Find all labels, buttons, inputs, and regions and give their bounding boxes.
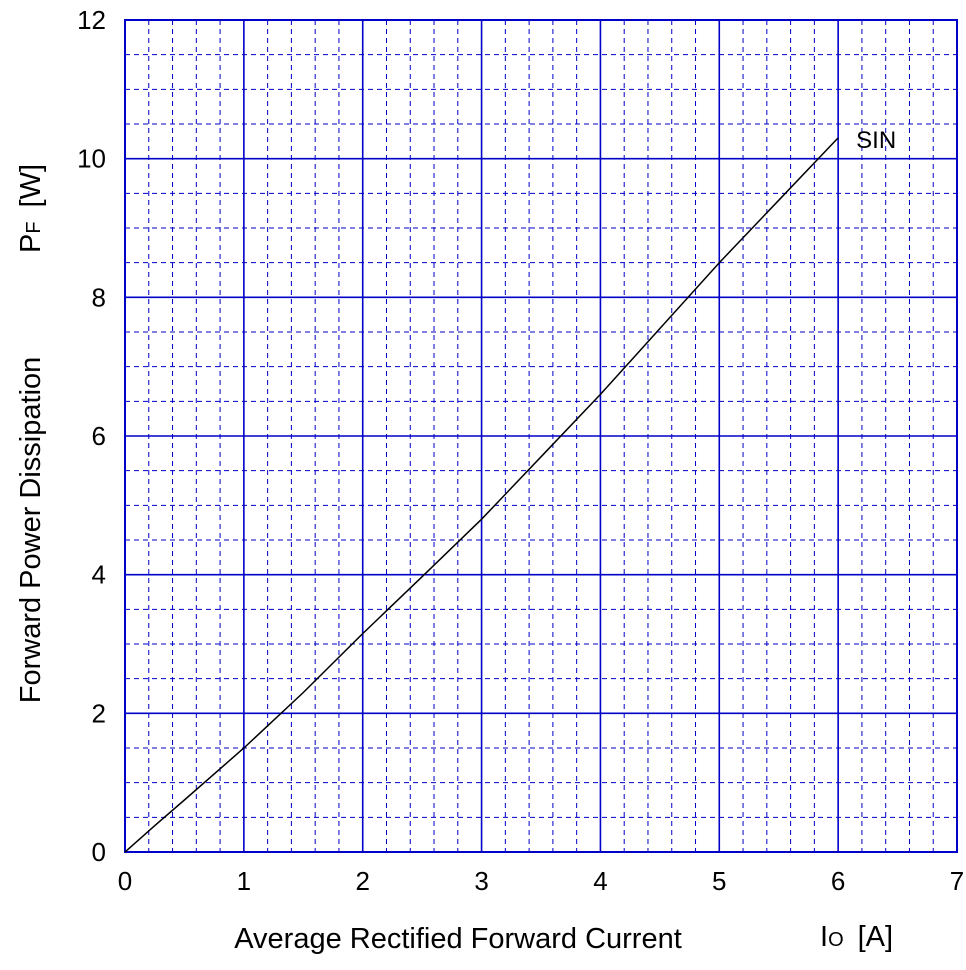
y-tick-label: 8 <box>92 282 106 312</box>
x-tick-label: 3 <box>474 866 488 896</box>
series-group: SIN <box>124 127 896 853</box>
series-line-sin <box>124 137 839 853</box>
x-tick-label: 7 <box>950 866 964 896</box>
x-unit-bracket: [A] <box>858 921 893 953</box>
y-tick-label: 4 <box>92 560 106 590</box>
x-unit-symbol: I <box>820 921 828 953</box>
x-tick-label: 0 <box>118 866 132 896</box>
x-tick-label: 2 <box>355 866 369 896</box>
x-tick-label: 4 <box>593 866 607 896</box>
y-axis-label: Forward Power Dissipation <box>15 357 47 704</box>
y-unit-subscript: F <box>23 221 45 233</box>
x-axis-label: Average Rectified Forward Current <box>234 923 682 955</box>
series-label-sin: SIN <box>856 127 896 154</box>
y-unit-symbol: P <box>15 234 47 253</box>
x-tick-label: 6 <box>831 866 845 896</box>
x-tick-label: 5 <box>712 866 726 896</box>
x-tick-label: 1 <box>237 866 251 896</box>
x-tick-labels: 0 1 2 3 4 5 6 7 <box>118 866 964 896</box>
major-grid <box>125 20 957 852</box>
y-tick-label: 2 <box>92 698 106 728</box>
plot-frame <box>124 19 958 853</box>
x-axis-unit: IO [A] <box>820 921 893 953</box>
y-tick-label: 12 <box>77 5 106 35</box>
x-unit-subscript: O <box>828 929 844 951</box>
y-tick-label: 0 <box>92 837 106 867</box>
y-tick-label: 10 <box>77 144 106 174</box>
y-unit-bracket: [W] <box>15 164 47 208</box>
y-axis-unit: PF [W] <box>15 164 47 253</box>
y-tick-label: 6 <box>92 421 106 451</box>
y-tick-labels: 0 2 4 6 8 10 12 <box>77 5 106 867</box>
